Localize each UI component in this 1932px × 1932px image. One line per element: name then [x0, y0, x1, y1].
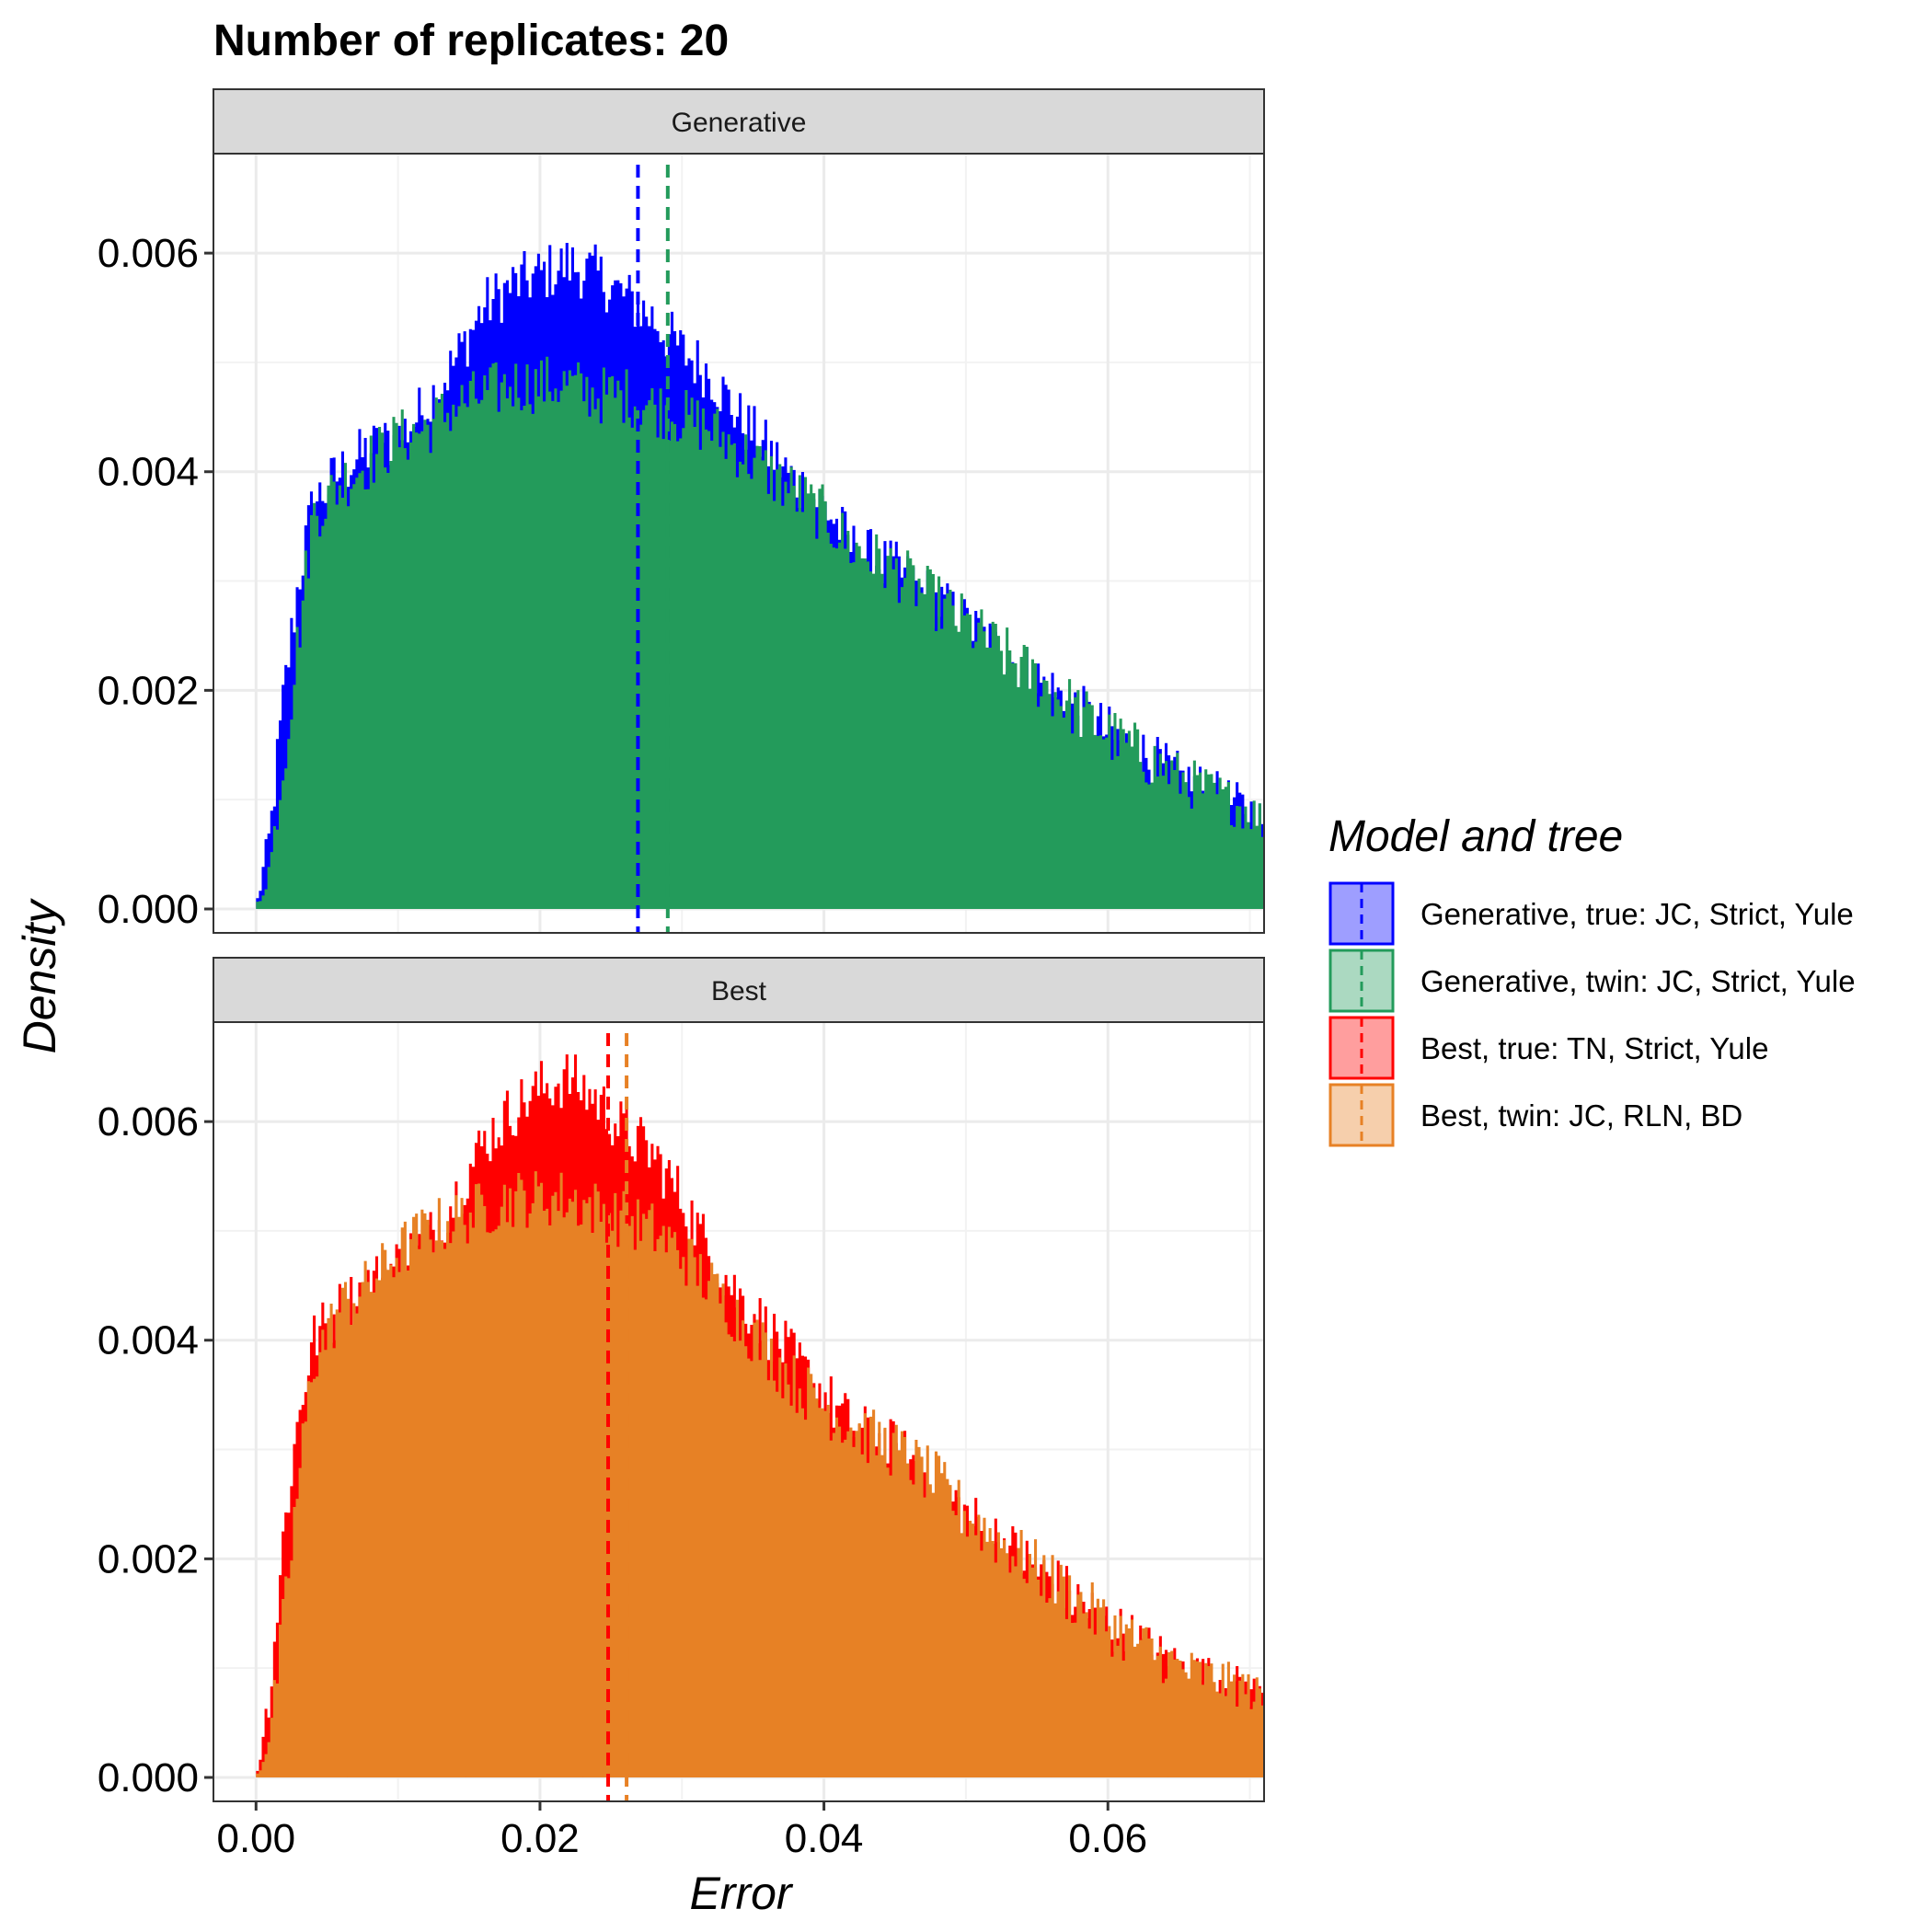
y-tick-label: 0.006 [98, 1099, 199, 1144]
y-tick-label: 0.002 [98, 1536, 199, 1581]
facet-strip-label: Best [711, 976, 767, 1006]
facets: Generative 0.000 0.002 0.004 0.006 Best 0.000 0… [98, 88, 1265, 1861]
facet-strip-label: Generative [672, 108, 807, 138]
facet-generative: Generative 0.000 0.002 0.004 0.006 [98, 88, 1265, 934]
legend-entry: Generative, twin: JC, Strict, Yule [1328, 949, 1856, 1013]
y-tick-label: 0.000 [98, 1755, 199, 1800]
legend-entry: Generative, true: JC, Strict, Yule [1328, 881, 1854, 946]
x-tick-label: 0.04 [785, 1816, 864, 1861]
legend-entries: Generative, true: JC, Strict, Yule Genera… [1328, 881, 1856, 1147]
x-tick-label: 0.06 [1068, 1816, 1147, 1861]
legend-entry: Best, twin: JC, RLN, BD [1328, 1083, 1742, 1147]
legend-label: Best, true: TN, Strict, Yule [1420, 1031, 1768, 1065]
histogram-bars-twin [256, 1171, 1264, 1777]
y-tick-label: 0.006 [98, 231, 199, 276]
y-axis-title: Density [14, 898, 65, 1054]
y-tick-label: 0.002 [98, 668, 199, 713]
legend-label: Best, twin: JC, RLN, BD [1420, 1098, 1742, 1133]
facet-strip [213, 957, 1265, 1023]
facet-strip [213, 88, 1265, 155]
x-tick-label: 0.02 [500, 1816, 580, 1861]
y-tick-label: 0.004 [98, 450, 199, 495]
histogram-bars-twin [256, 356, 1264, 909]
legend-entry: Best, true: TN, Strict, Yule [1328, 1016, 1768, 1080]
legend-label: Generative, twin: JC, Strict, Yule [1420, 964, 1856, 998]
plot-title: Number of replicates: 20 [213, 17, 729, 65]
x-axis-title: Error [689, 1868, 793, 1919]
y-tick-label: 0.004 [98, 1318, 199, 1363]
legend-title: Model and tree [1328, 812, 1623, 861]
y-tick-label: 0.000 [98, 887, 199, 932]
legend: Model and tree Generative, true: JC, Str… [1328, 812, 1856, 1147]
facet-best: Best 0.000 0.002 0.004 0.006 0.00 0.02 0.04 0.06 [98, 957, 1265, 1861]
x-tick-label: 0.00 [216, 1816, 295, 1861]
legend-label: Generative, true: JC, Strict, Yule [1420, 897, 1854, 931]
